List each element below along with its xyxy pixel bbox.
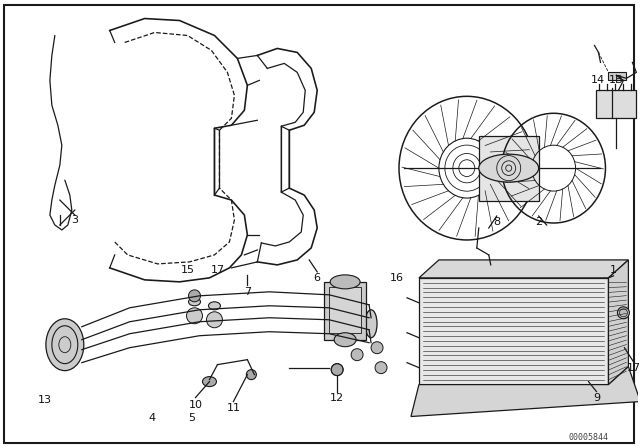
- Polygon shape: [419, 260, 628, 278]
- Ellipse shape: [46, 319, 84, 370]
- Text: 17: 17: [627, 362, 640, 373]
- Text: 7: 7: [244, 287, 251, 297]
- Circle shape: [351, 349, 363, 361]
- Ellipse shape: [365, 310, 377, 338]
- Ellipse shape: [479, 154, 539, 182]
- Text: 17: 17: [211, 265, 225, 275]
- Ellipse shape: [246, 370, 257, 379]
- Bar: [596, 90, 636, 118]
- Text: 1B: 1B: [609, 75, 624, 86]
- Ellipse shape: [331, 364, 343, 375]
- Text: 9: 9: [593, 392, 600, 403]
- Bar: [479, 136, 539, 201]
- Bar: [324, 282, 366, 340]
- Ellipse shape: [618, 307, 629, 319]
- Bar: [329, 287, 361, 333]
- Polygon shape: [609, 260, 628, 384]
- Ellipse shape: [330, 275, 360, 289]
- Text: 1: 1: [610, 265, 617, 275]
- Text: 00005844: 00005844: [568, 433, 609, 442]
- Ellipse shape: [202, 377, 216, 387]
- Text: 5: 5: [188, 413, 195, 422]
- Polygon shape: [419, 278, 609, 384]
- Ellipse shape: [209, 302, 220, 310]
- Text: 4: 4: [148, 413, 155, 422]
- Bar: [609, 73, 627, 80]
- Circle shape: [207, 312, 223, 328]
- Text: 6: 6: [314, 273, 321, 283]
- Text: 3: 3: [71, 215, 78, 225]
- Text: 11: 11: [227, 403, 241, 413]
- Circle shape: [375, 362, 387, 374]
- Circle shape: [189, 290, 200, 302]
- Text: 13: 13: [38, 395, 52, 405]
- Text: 12: 12: [330, 392, 344, 403]
- Circle shape: [186, 308, 202, 324]
- Circle shape: [371, 342, 383, 353]
- Text: 8: 8: [493, 217, 500, 227]
- Ellipse shape: [189, 298, 200, 306]
- Text: 14: 14: [591, 75, 605, 86]
- Text: 10: 10: [189, 400, 202, 409]
- Ellipse shape: [334, 333, 356, 347]
- Polygon shape: [411, 366, 640, 417]
- Text: 16: 16: [390, 273, 404, 283]
- Text: 15: 15: [180, 265, 195, 275]
- Text: 2: 2: [535, 217, 542, 227]
